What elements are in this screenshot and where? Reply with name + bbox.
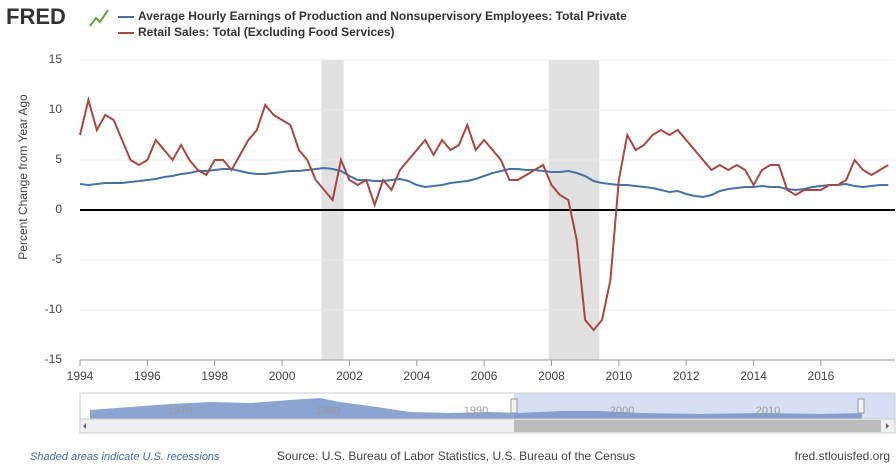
x-tick-label: 2012	[673, 369, 700, 383]
site: fred.stlouisfed.org	[795, 449, 890, 463]
navigator-label: 2010	[756, 405, 780, 417]
scrollbar-thumb[interactable]	[514, 420, 881, 432]
recession-note: Shaded areas indicate U.S. recessions	[30, 451, 220, 463]
y-tick-label: 10	[49, 102, 63, 116]
logo: FRED	[6, 4, 66, 29]
scroll-right[interactable]	[886, 423, 889, 429]
y-tick-label: 0	[55, 202, 62, 216]
x-tick-label: 2016	[808, 369, 835, 383]
legend-label: Retail Sales: Total (Excluding Food Serv…	[138, 25, 395, 39]
scroll-left[interactable]	[83, 423, 86, 429]
navigator: 1970 1980 1990 2000 2010	[79, 392, 896, 434]
navigator-handle[interactable]	[857, 398, 865, 414]
x-tick-label: 2008	[538, 369, 565, 383]
y-tick-label: -5	[51, 252, 62, 266]
y-axis-label: Percent Change from Year Ago	[16, 94, 30, 260]
x-tick-label: 1994	[67, 369, 94, 383]
navigator-label: 1990	[464, 405, 488, 417]
source: Source: U.S. Bureau of Labor Statistics,…	[277, 449, 635, 463]
x-tick-label: 1998	[201, 369, 228, 383]
logo-icon	[89, 9, 109, 27]
y-tick-label: 5	[55, 152, 62, 166]
x-tick-label: 2006	[471, 369, 498, 383]
y-tick-label: -10	[45, 302, 63, 316]
navigator-area	[90, 398, 862, 419]
series-line	[79, 96, 889, 332]
x-tick-label: 2014	[740, 369, 767, 383]
x-tick-label: 2010	[605, 369, 632, 383]
navigator-label: 1980	[316, 405, 340, 417]
x-tick-label: 2002	[336, 369, 363, 383]
legend-label: Average Hourly Earnings of Production an…	[138, 9, 627, 23]
y-tick-label: -15	[45, 352, 63, 366]
navigator-handle[interactable]	[510, 398, 518, 414]
navigator-label: 1970	[168, 405, 192, 417]
x-tick-label: 2004	[403, 369, 430, 383]
x-tick-label: 2000	[269, 369, 296, 383]
y-tick-label: 15	[49, 52, 63, 66]
navigator-label: 2000	[610, 405, 634, 417]
x-tick-label: 1996	[134, 369, 161, 383]
